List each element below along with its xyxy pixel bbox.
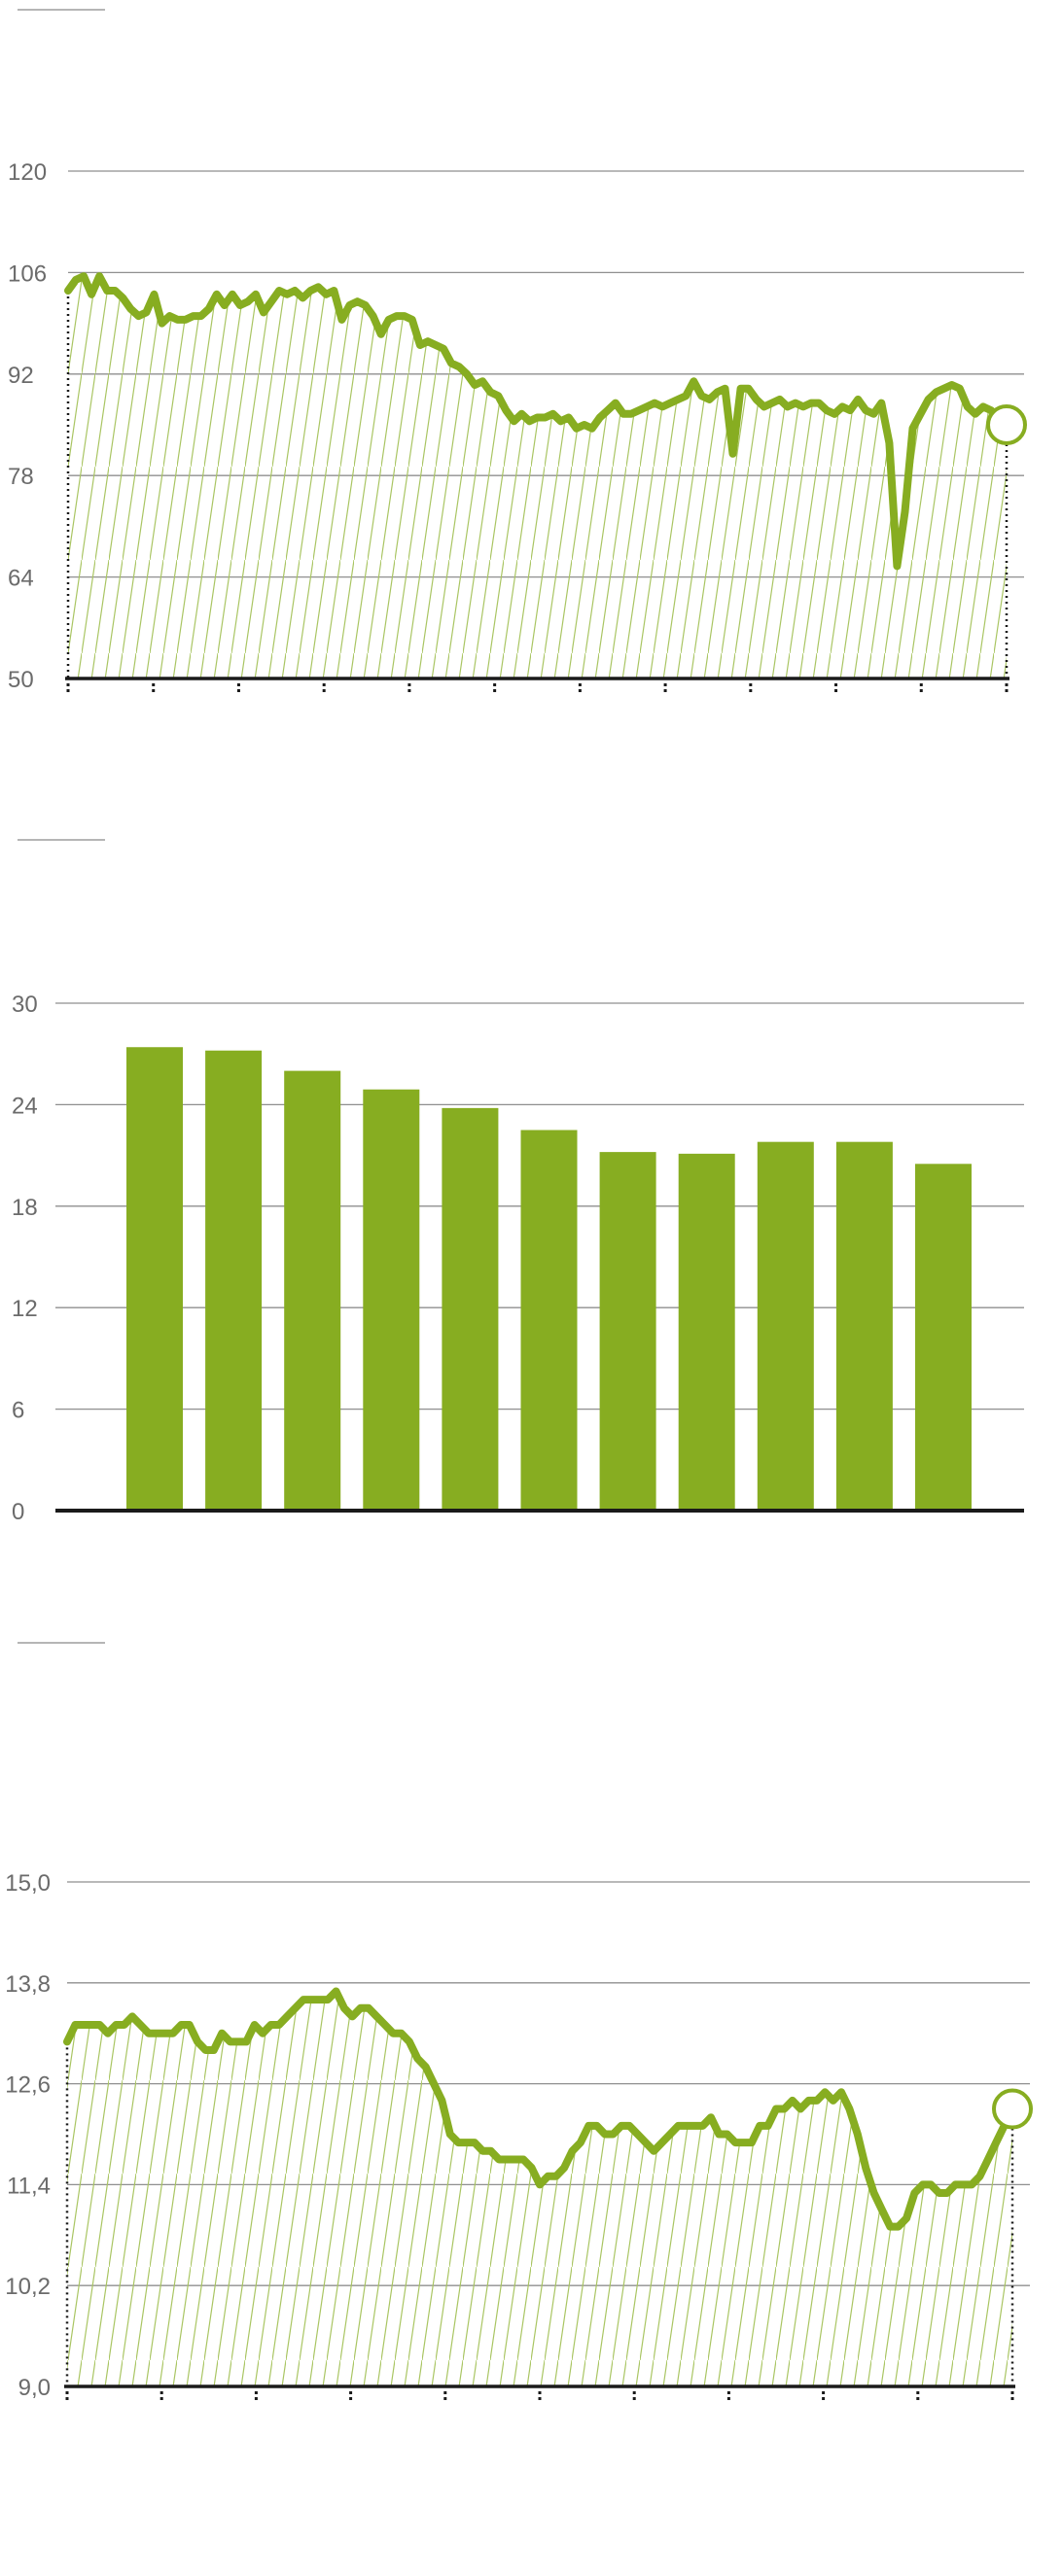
chart-panel-2: 0 6 12 18 24 30 — [0, 807, 1062, 1584]
y-tick-label: 106 — [8, 261, 47, 287]
series-line — [63, 1987, 1016, 2231]
y-tick-label: 11,4 — [7, 2173, 51, 2199]
decorative-rule — [18, 839, 105, 841]
area-chart-2: 9,0 10,2 11,4 12,6 13,8 15,0 — [5, 1870, 1033, 2403]
bar — [757, 1141, 814, 1511]
y-tick-label: 30 — [12, 992, 38, 1018]
y-tick-label: 64 — [8, 566, 34, 592]
chart-panel-3: 9,0 10,2 11,4 12,6 13,8 15,0 — [0, 1614, 1062, 2576]
bar — [915, 1164, 972, 1511]
bar-chart: 0 6 12 18 24 30 — [12, 992, 1024, 1525]
decorative-rule — [18, 1642, 105, 1644]
end-marker — [986, 404, 1027, 445]
chart-panel-1: 50 64 78 92 106 120 — [0, 0, 1062, 739]
y-tick-label: 13,8 — [5, 1971, 51, 1998]
bar — [363, 1089, 420, 1511]
y-tick-label: 120 — [8, 159, 47, 186]
bar — [126, 1047, 183, 1511]
bar — [835, 1141, 893, 1511]
y-tick-label: 0 — [12, 1499, 24, 1525]
y-tick-label: 12 — [12, 1296, 38, 1322]
y-tick-label: 92 — [8, 363, 34, 389]
area-chart-1: 50 64 78 92 106 120 — [8, 159, 1027, 695]
bar — [599, 1152, 656, 1511]
y-tick-label: 15,0 — [5, 1870, 51, 1897]
decorative-rule — [18, 9, 105, 11]
y-tick-label: 50 — [8, 667, 34, 693]
bar — [678, 1153, 735, 1511]
bar — [442, 1107, 499, 1511]
area-fill — [68, 276, 1007, 679]
y-tick-label: 78 — [8, 464, 34, 490]
y-tick-label: 24 — [12, 1093, 38, 1119]
end-marker — [992, 2088, 1033, 2130]
y-tick-label: 6 — [12, 1398, 24, 1424]
bar — [205, 1050, 263, 1511]
y-tick-label: 12,6 — [5, 2072, 51, 2099]
series-line — [64, 272, 1010, 571]
y-tick-label: 10,2 — [5, 2274, 51, 2300]
y-tick-label: 18 — [12, 1195, 38, 1221]
bar — [520, 1130, 578, 1511]
bar — [284, 1070, 341, 1511]
area-fill — [67, 1991, 1012, 2386]
y-tick-label: 9,0 — [18, 2375, 51, 2401]
